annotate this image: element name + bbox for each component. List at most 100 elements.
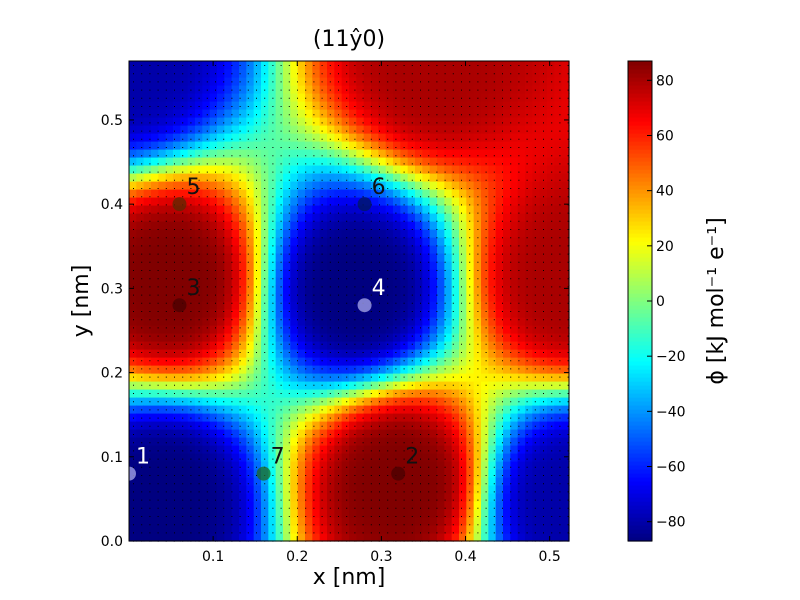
heatmap-cell xyxy=(349,245,357,254)
colorbar-segment xyxy=(628,425,652,430)
heatmap-cell xyxy=(437,181,445,190)
heatmap-cell xyxy=(253,221,262,230)
heatmap-cell xyxy=(151,381,159,390)
heatmap-cell xyxy=(517,525,526,534)
heatmap-cell xyxy=(283,189,291,198)
heatmap-cell xyxy=(517,197,526,206)
heatmap-cell xyxy=(217,453,225,462)
heatmap-cell xyxy=(283,133,291,142)
heatmap-cell xyxy=(510,421,519,430)
heatmap-cell xyxy=(187,85,196,94)
heatmap-cell xyxy=(195,517,203,526)
heatmap-cell xyxy=(319,325,328,334)
heatmap-cell xyxy=(422,469,431,478)
heatmap-cell xyxy=(327,405,335,414)
heatmap-cell xyxy=(363,261,372,270)
heatmap-cell xyxy=(503,149,511,158)
heatmap-cell xyxy=(136,181,145,190)
heatmap-cell xyxy=(393,525,401,534)
colorbar-segment xyxy=(628,253,652,258)
heatmap-cell xyxy=(407,213,416,222)
heatmap-cell xyxy=(173,357,181,366)
heatmap-cell xyxy=(275,173,284,182)
heatmap-cell xyxy=(510,165,519,174)
heatmap-cell xyxy=(253,381,262,390)
heatmap-cell xyxy=(283,317,291,326)
heatmap-cell xyxy=(539,77,548,86)
heatmap-cell xyxy=(268,389,277,398)
heatmap-cell xyxy=(305,357,313,366)
heatmap-cell xyxy=(363,125,372,134)
heatmap-cell xyxy=(143,133,152,142)
heatmap-cell xyxy=(319,101,328,110)
heatmap-cell xyxy=(268,157,277,166)
heatmap-cell xyxy=(363,333,372,342)
heatmap-cell xyxy=(561,181,570,190)
heatmap-cell xyxy=(268,61,277,70)
heatmap-cell xyxy=(165,397,174,406)
heatmap-cell xyxy=(554,229,563,238)
heatmap-cell xyxy=(495,301,504,310)
heatmap-cell xyxy=(349,221,357,230)
heatmap-cell xyxy=(393,509,401,518)
heatmap-cell xyxy=(356,117,365,126)
heatmap-cell xyxy=(510,85,519,94)
heatmap-cell xyxy=(217,429,225,438)
heatmap-cell xyxy=(488,533,497,542)
heatmap-cell xyxy=(283,397,291,406)
colorbar-segment xyxy=(628,333,652,338)
heatmap-cell xyxy=(268,173,277,182)
heatmap-cell xyxy=(371,365,379,374)
colorbar-segment xyxy=(628,429,652,434)
heatmap-cell xyxy=(202,69,211,78)
heatmap-cell xyxy=(224,85,233,94)
heatmap-cell xyxy=(547,469,555,478)
heatmap-cell xyxy=(481,101,489,110)
heatmap-cell xyxy=(371,285,379,294)
y-tick-label: 0.1 xyxy=(101,450,123,466)
heatmap-cell xyxy=(400,77,409,86)
heatmap-cell xyxy=(202,133,211,142)
heatmap-cell xyxy=(246,341,255,350)
heatmap-cell xyxy=(341,77,350,86)
heatmap-cell xyxy=(297,373,306,382)
heatmap-cell xyxy=(429,125,438,134)
heatmap-cell xyxy=(143,397,152,406)
colorbar-label: ϕ [kJ mol⁻¹ e⁻¹] xyxy=(704,217,729,384)
heatmap-cell xyxy=(143,213,152,222)
heatmap-cell xyxy=(143,365,152,374)
heatmap-cell xyxy=(517,101,526,110)
heatmap-cell xyxy=(459,309,467,318)
heatmap-cell xyxy=(481,69,489,78)
heatmap-cell xyxy=(422,285,431,294)
heatmap-cell xyxy=(481,421,489,430)
heatmap-cell xyxy=(561,381,570,390)
heatmap-cell xyxy=(165,189,174,198)
heatmap-cell xyxy=(378,525,387,534)
heatmap-cell xyxy=(136,533,145,542)
heatmap-cell xyxy=(290,157,299,166)
heatmap-cell xyxy=(202,101,211,110)
heatmap-cell xyxy=(180,421,189,430)
heatmap-cell xyxy=(165,517,174,526)
heatmap-cell xyxy=(407,117,416,126)
heatmap-cell xyxy=(209,413,218,422)
heatmap-cell xyxy=(268,421,277,430)
heatmap-cell xyxy=(246,301,255,310)
heatmap-cell xyxy=(525,69,533,78)
heatmap-cell xyxy=(217,445,225,454)
heatmap-cell xyxy=(180,485,189,494)
heatmap-cell xyxy=(481,501,489,510)
heatmap-cell xyxy=(349,389,357,398)
heatmap-cell xyxy=(510,501,519,510)
heatmap-cell xyxy=(180,85,189,94)
heatmap-cell xyxy=(231,149,240,158)
heatmap-cell xyxy=(459,285,467,294)
heatmap-cell xyxy=(217,245,225,254)
heatmap-cell xyxy=(180,293,189,302)
heatmap-cell xyxy=(473,421,482,430)
heatmap-cell xyxy=(341,93,350,102)
heatmap-cell xyxy=(349,101,357,110)
colorbar-segment xyxy=(628,373,652,378)
heatmap-cell xyxy=(217,165,225,174)
